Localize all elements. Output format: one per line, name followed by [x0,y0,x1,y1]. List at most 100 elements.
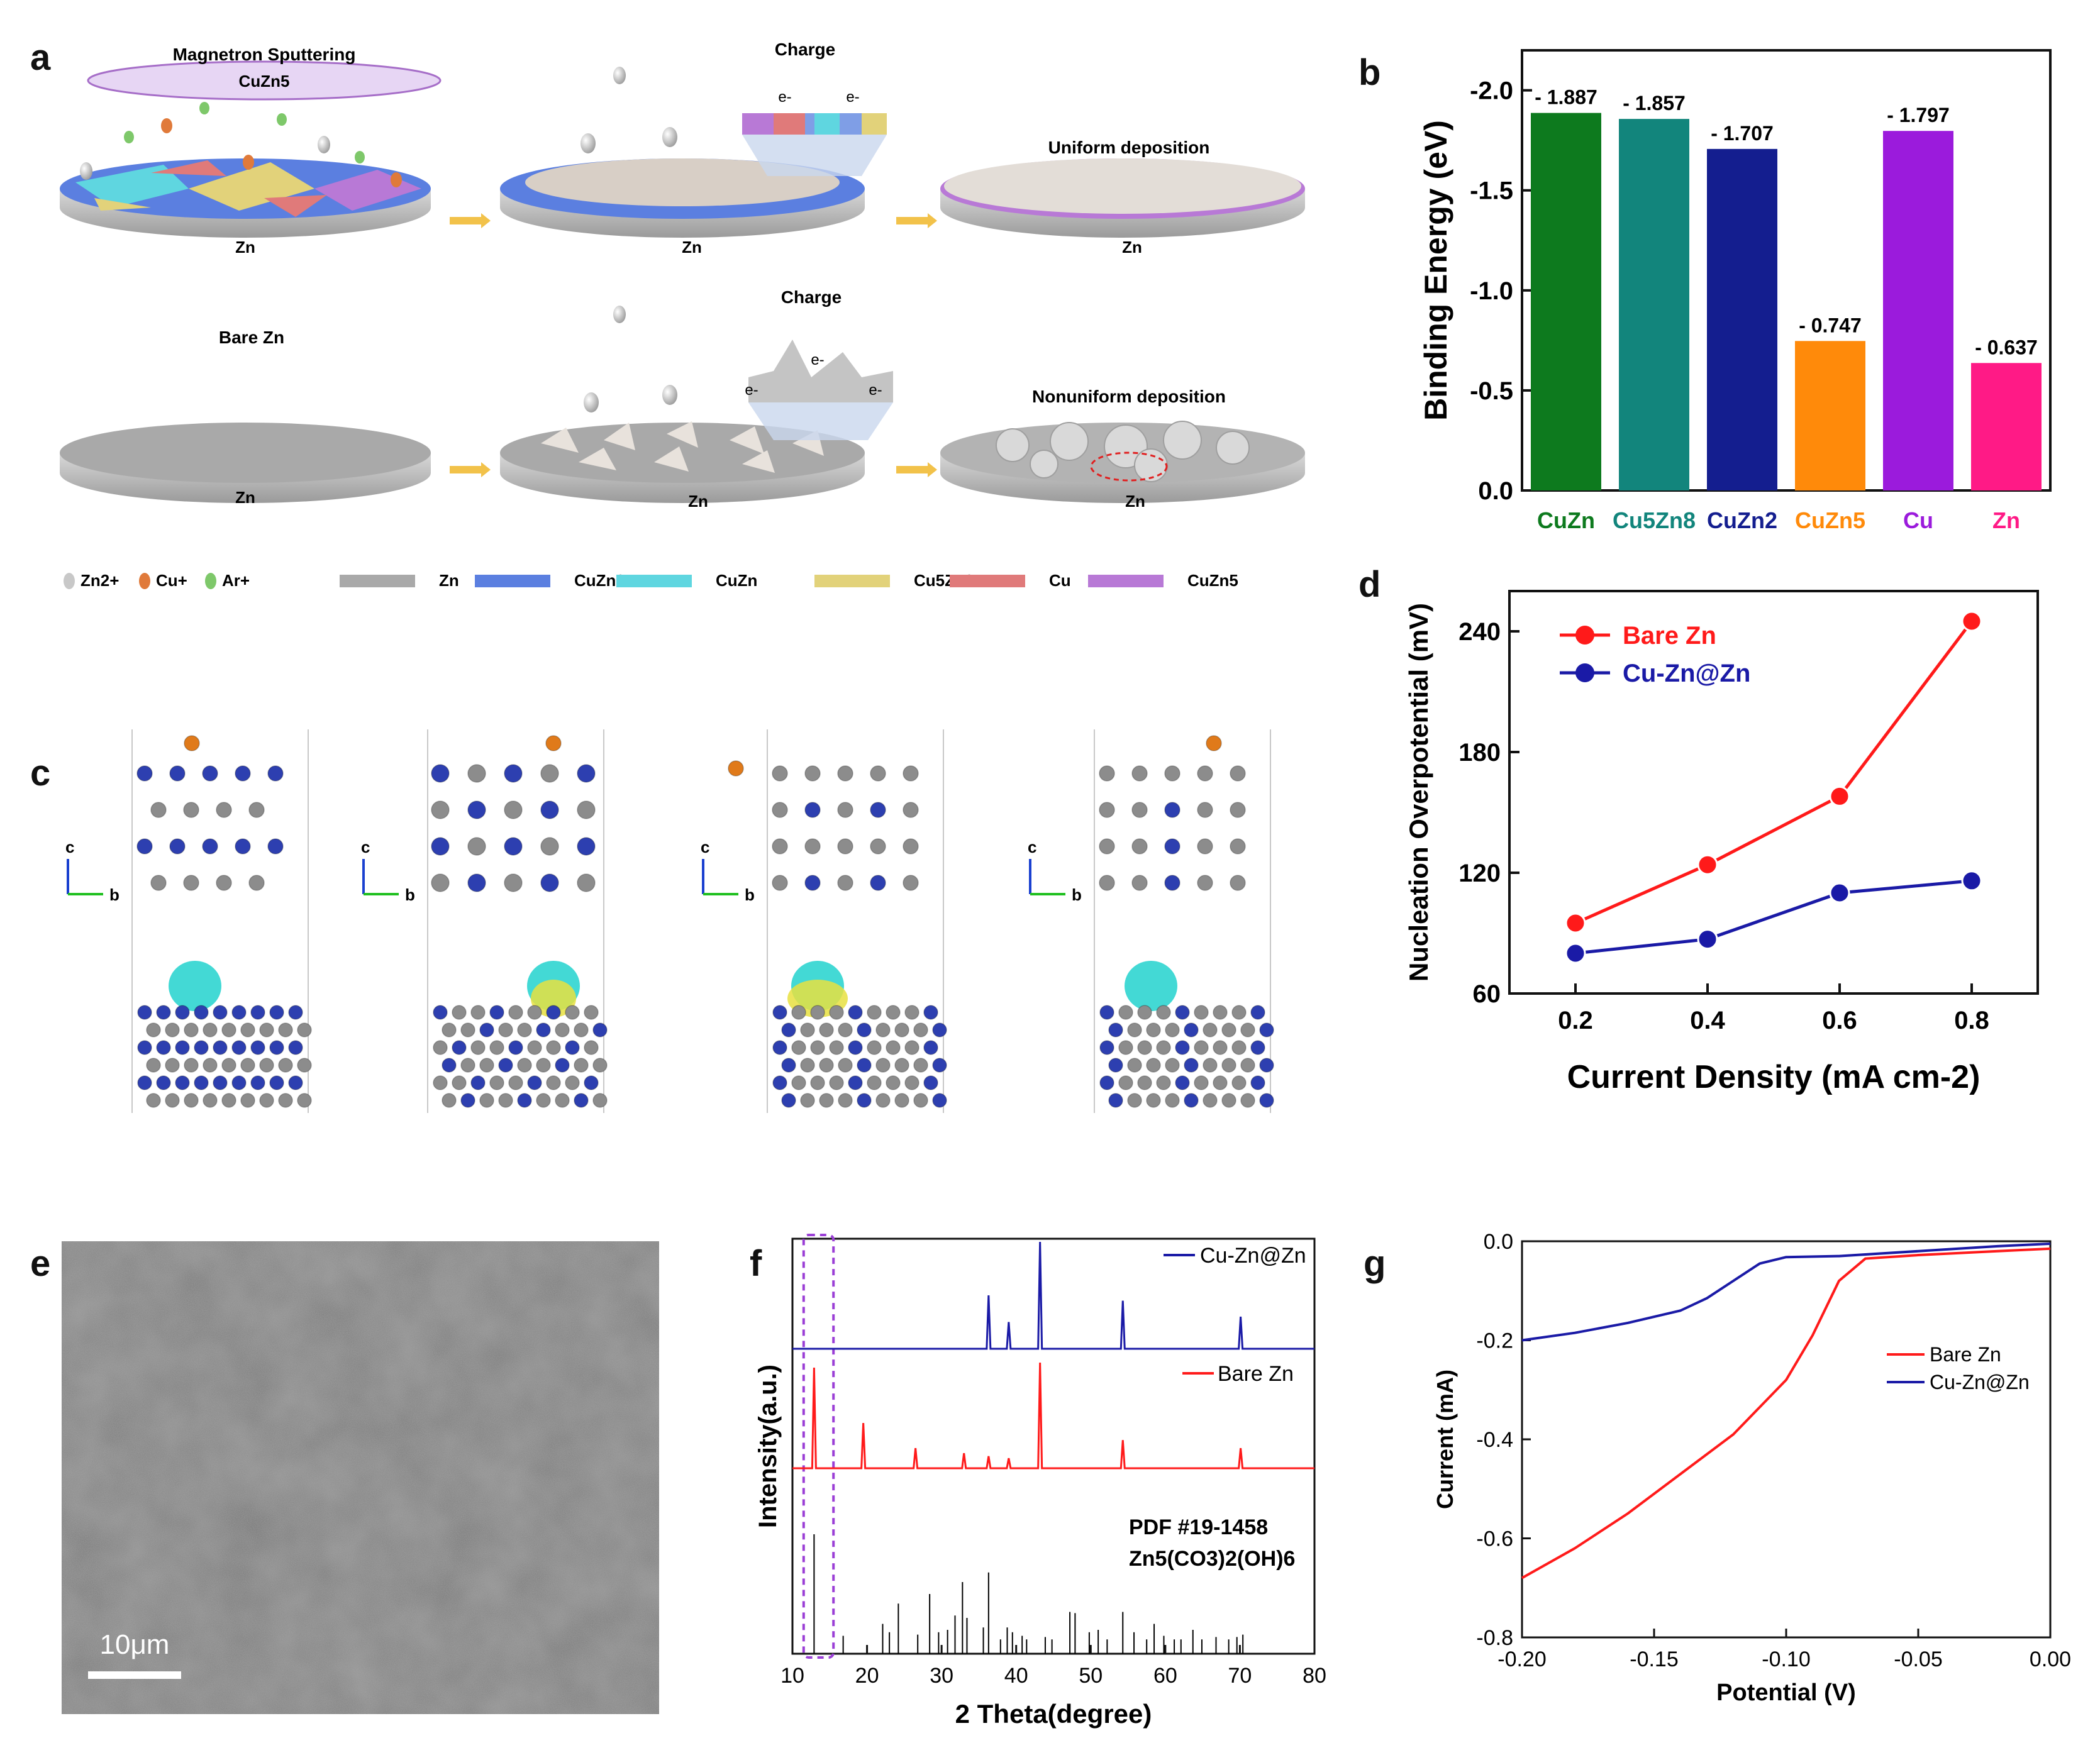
slab-atom [1175,1040,1190,1055]
svg-text:Zn: Zn [235,238,255,257]
slab-atom [875,1058,891,1073]
slab-atom [1213,1075,1228,1090]
slab-atom [1213,1040,1228,1055]
slab-atom [442,1058,457,1073]
slab-atom [452,1005,467,1020]
slab-atom [574,1058,589,1073]
slab-atom [278,1093,293,1108]
top-atom [216,802,232,818]
slab-atom [452,1040,467,1055]
slab-atom [1156,1005,1171,1020]
svg-text:Bare Zn: Bare Zn [219,328,284,347]
legend-label-1: Cu+ [156,571,187,590]
chart-f-xrd: 10 20 30 40 50 60 70 80 Cu-Zn@Zn Bare Zn PDF #19-1… [754,1234,1326,1729]
slab-atom [278,1022,293,1038]
slab-atom [1108,1022,1123,1038]
slab-atom [894,1058,909,1073]
slab-atom [932,1093,947,1108]
svg-text:e-: e- [846,89,859,106]
top-atom [577,800,596,819]
slab-atom [231,1040,247,1055]
slab-atom [592,1022,608,1038]
slab-atom [498,1093,513,1108]
top-atom [577,837,596,856]
ylabel-f: Intensity(a.u.) [754,1364,782,1528]
xtick-label-f-4: 50 [1079,1664,1103,1688]
slab-atom [1184,1058,1199,1073]
slab-atom [838,1022,853,1038]
legend-swatch-5 [616,575,692,587]
slab-atom [555,1022,570,1038]
slab-atom [800,1022,815,1038]
xtick-label-d-0: 0.2 [1558,1007,1593,1034]
top-atom [1164,875,1181,891]
slab-atom [1240,1022,1255,1038]
legend-label-8: CuZn5 [1187,571,1238,590]
xtick-label-g-2: -0.10 [1762,1647,1811,1671]
bar-b-4 [1883,131,1953,490]
slab-atom [584,1040,599,1055]
xlabel-f: 2 Theta(degree) [955,1699,1152,1729]
zn-ions [80,67,677,412]
ytick-label-d-0: 60 [1473,980,1501,1008]
ytick-label-g-1: -0.2 [1476,1329,1513,1353]
svg-text:Zn: Zn [682,238,702,257]
slab-atom [250,1005,265,1020]
slab-atom [1259,1022,1274,1038]
slab-atom [1137,1075,1152,1090]
slab-atom [460,1058,475,1073]
slab-atom [203,1058,218,1073]
slab-atom [894,1022,909,1038]
slab-atom [527,1005,542,1020]
slab-atom [1165,1058,1180,1073]
bar-b-1 [1619,119,1689,491]
legend-marker-d-1 [1575,663,1594,682]
slab-atom [269,1005,284,1020]
legend-swatch-7 [950,575,1025,587]
slab-atom [517,1093,532,1108]
plot-frame-g [1521,1240,2052,1639]
slab-atom [592,1093,608,1108]
slab-atom [904,1005,919,1020]
formula-label-f: Zn5(CO3)2(OH)6 [1129,1547,1295,1571]
legend-swatch-6 [814,575,890,587]
slab-atom [1156,1075,1171,1090]
slab-atom [489,1040,504,1055]
svg-text:e-: e- [745,382,758,399]
top-atom [267,838,284,855]
slab-atom [288,1075,303,1090]
slab-atom [269,1040,284,1055]
slab-atom [546,1005,561,1020]
top-atom [431,764,450,783]
slab-atom [1231,1040,1247,1055]
top-atom [772,802,788,818]
slab-atom [574,1093,589,1108]
slab-atom [240,1093,255,1108]
panel-letter-e: e [30,1243,51,1284]
target-disc [87,60,442,101]
ylabel-d: Nucleation Overpotential (mV) [1404,603,1433,982]
slab-atom [470,1005,486,1020]
series-line-d-1 [1575,879,1972,955]
slab-atom [184,1093,199,1108]
slab-atom [565,1075,580,1090]
slab-atom [489,1005,504,1020]
top-atom [540,800,559,819]
top-atom [267,765,284,782]
bar-value-b-5: - 0.637 [1975,336,2038,358]
series-line-g-0 [1521,1247,2051,1580]
point-d-1-0 [1565,943,1586,964]
slab-atom [1108,1093,1123,1108]
xtick-label-d-2: 0.6 [1822,1007,1857,1034]
top-atom [150,802,167,818]
xtick-label-f-2: 30 [930,1664,953,1688]
slab-atom [184,1058,199,1073]
xtick-label-f-1: 20 [855,1664,879,1688]
disc-uniform: Uniform deposition Zn [940,138,1305,257]
top-atom [804,802,821,818]
top-atom [577,873,596,892]
axis-b-label: b [745,885,755,904]
top-atom [903,875,919,891]
slab-atom [1250,1005,1265,1020]
highlight-box-f [802,1234,835,1659]
